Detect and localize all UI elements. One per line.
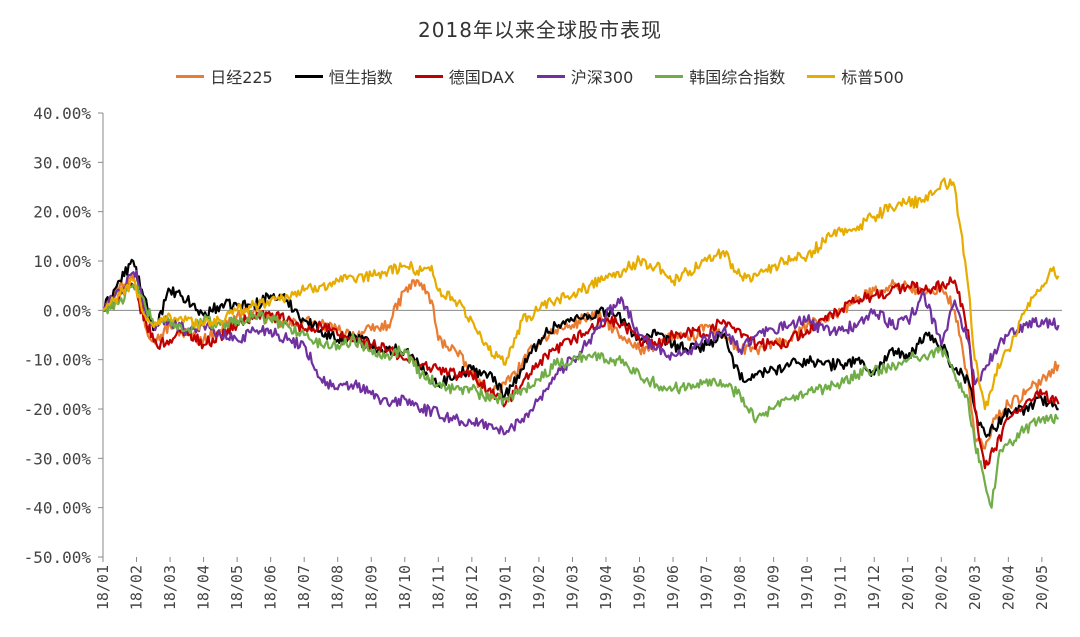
x-tick-labels: 18/01 18/02 18/03 18/04 18/05 18/06 18/07 18/08… — [94, 565, 1051, 610]
x-tick-label: 18/12 — [463, 565, 481, 610]
x-tick-label: 18/11 — [429, 565, 447, 610]
y-tick-label: -20.00% — [24, 400, 92, 419]
x-tick-label: 18/07 — [295, 565, 313, 610]
y-tick-label: 0.00% — [43, 301, 92, 320]
x-tick-label: 19/01 — [496, 565, 514, 610]
x-tick-label: 20/05 — [1033, 565, 1051, 610]
x-tick-label: 18/03 — [161, 565, 179, 610]
x-tick-label: 19/11 — [832, 565, 850, 610]
x-tick-label: 18/09 — [362, 565, 380, 610]
x-tick-label: 19/06 — [664, 565, 682, 610]
x-tick-label: 18/08 — [329, 565, 347, 610]
y-tick-labels: 40.00% 30.00% 20.00% 10.00% 0.00% -10.00% -20.… — [24, 104, 92, 567]
x-tick-label: 18/10 — [396, 565, 414, 610]
series-lines — [103, 179, 1059, 508]
x-tick-label: 19/02 — [530, 565, 548, 610]
y-tick-label: -10.00% — [24, 351, 92, 370]
y-tick-label: 20.00% — [33, 203, 91, 222]
x-tick-label: 18/05 — [228, 565, 246, 610]
x-tick-label: 20/02 — [932, 565, 950, 610]
y-tick-label: 30.00% — [33, 153, 91, 172]
x-tick-label: 19/12 — [865, 565, 883, 610]
x-tick-label: 18/02 — [128, 565, 146, 610]
x-tick-label: 20/04 — [999, 565, 1017, 610]
x-tick-label: 19/03 — [563, 565, 581, 610]
y-tick-label: 40.00% — [33, 104, 91, 123]
x-tick-label: 18/01 — [94, 565, 112, 610]
x-tick-label: 18/04 — [195, 565, 213, 610]
y-tick-label: -40.00% — [24, 499, 92, 518]
y-tick-label: -50.00% — [24, 548, 92, 567]
x-tick-label: 20/01 — [899, 565, 917, 610]
x-tick-label: 19/05 — [631, 565, 649, 610]
x-tick-label: 19/04 — [597, 565, 615, 610]
x-tick-label: 18/06 — [262, 565, 280, 610]
x-tick-label: 20/03 — [966, 565, 984, 610]
y-tick-label: 10.00% — [33, 252, 91, 271]
x-tick-label: 19/08 — [731, 565, 749, 610]
x-tick-label: 19/10 — [798, 565, 816, 610]
x-tick-label: 19/07 — [698, 565, 716, 610]
y-tick-label: -30.00% — [24, 449, 92, 468]
x-tick-label: 19/09 — [765, 565, 783, 610]
